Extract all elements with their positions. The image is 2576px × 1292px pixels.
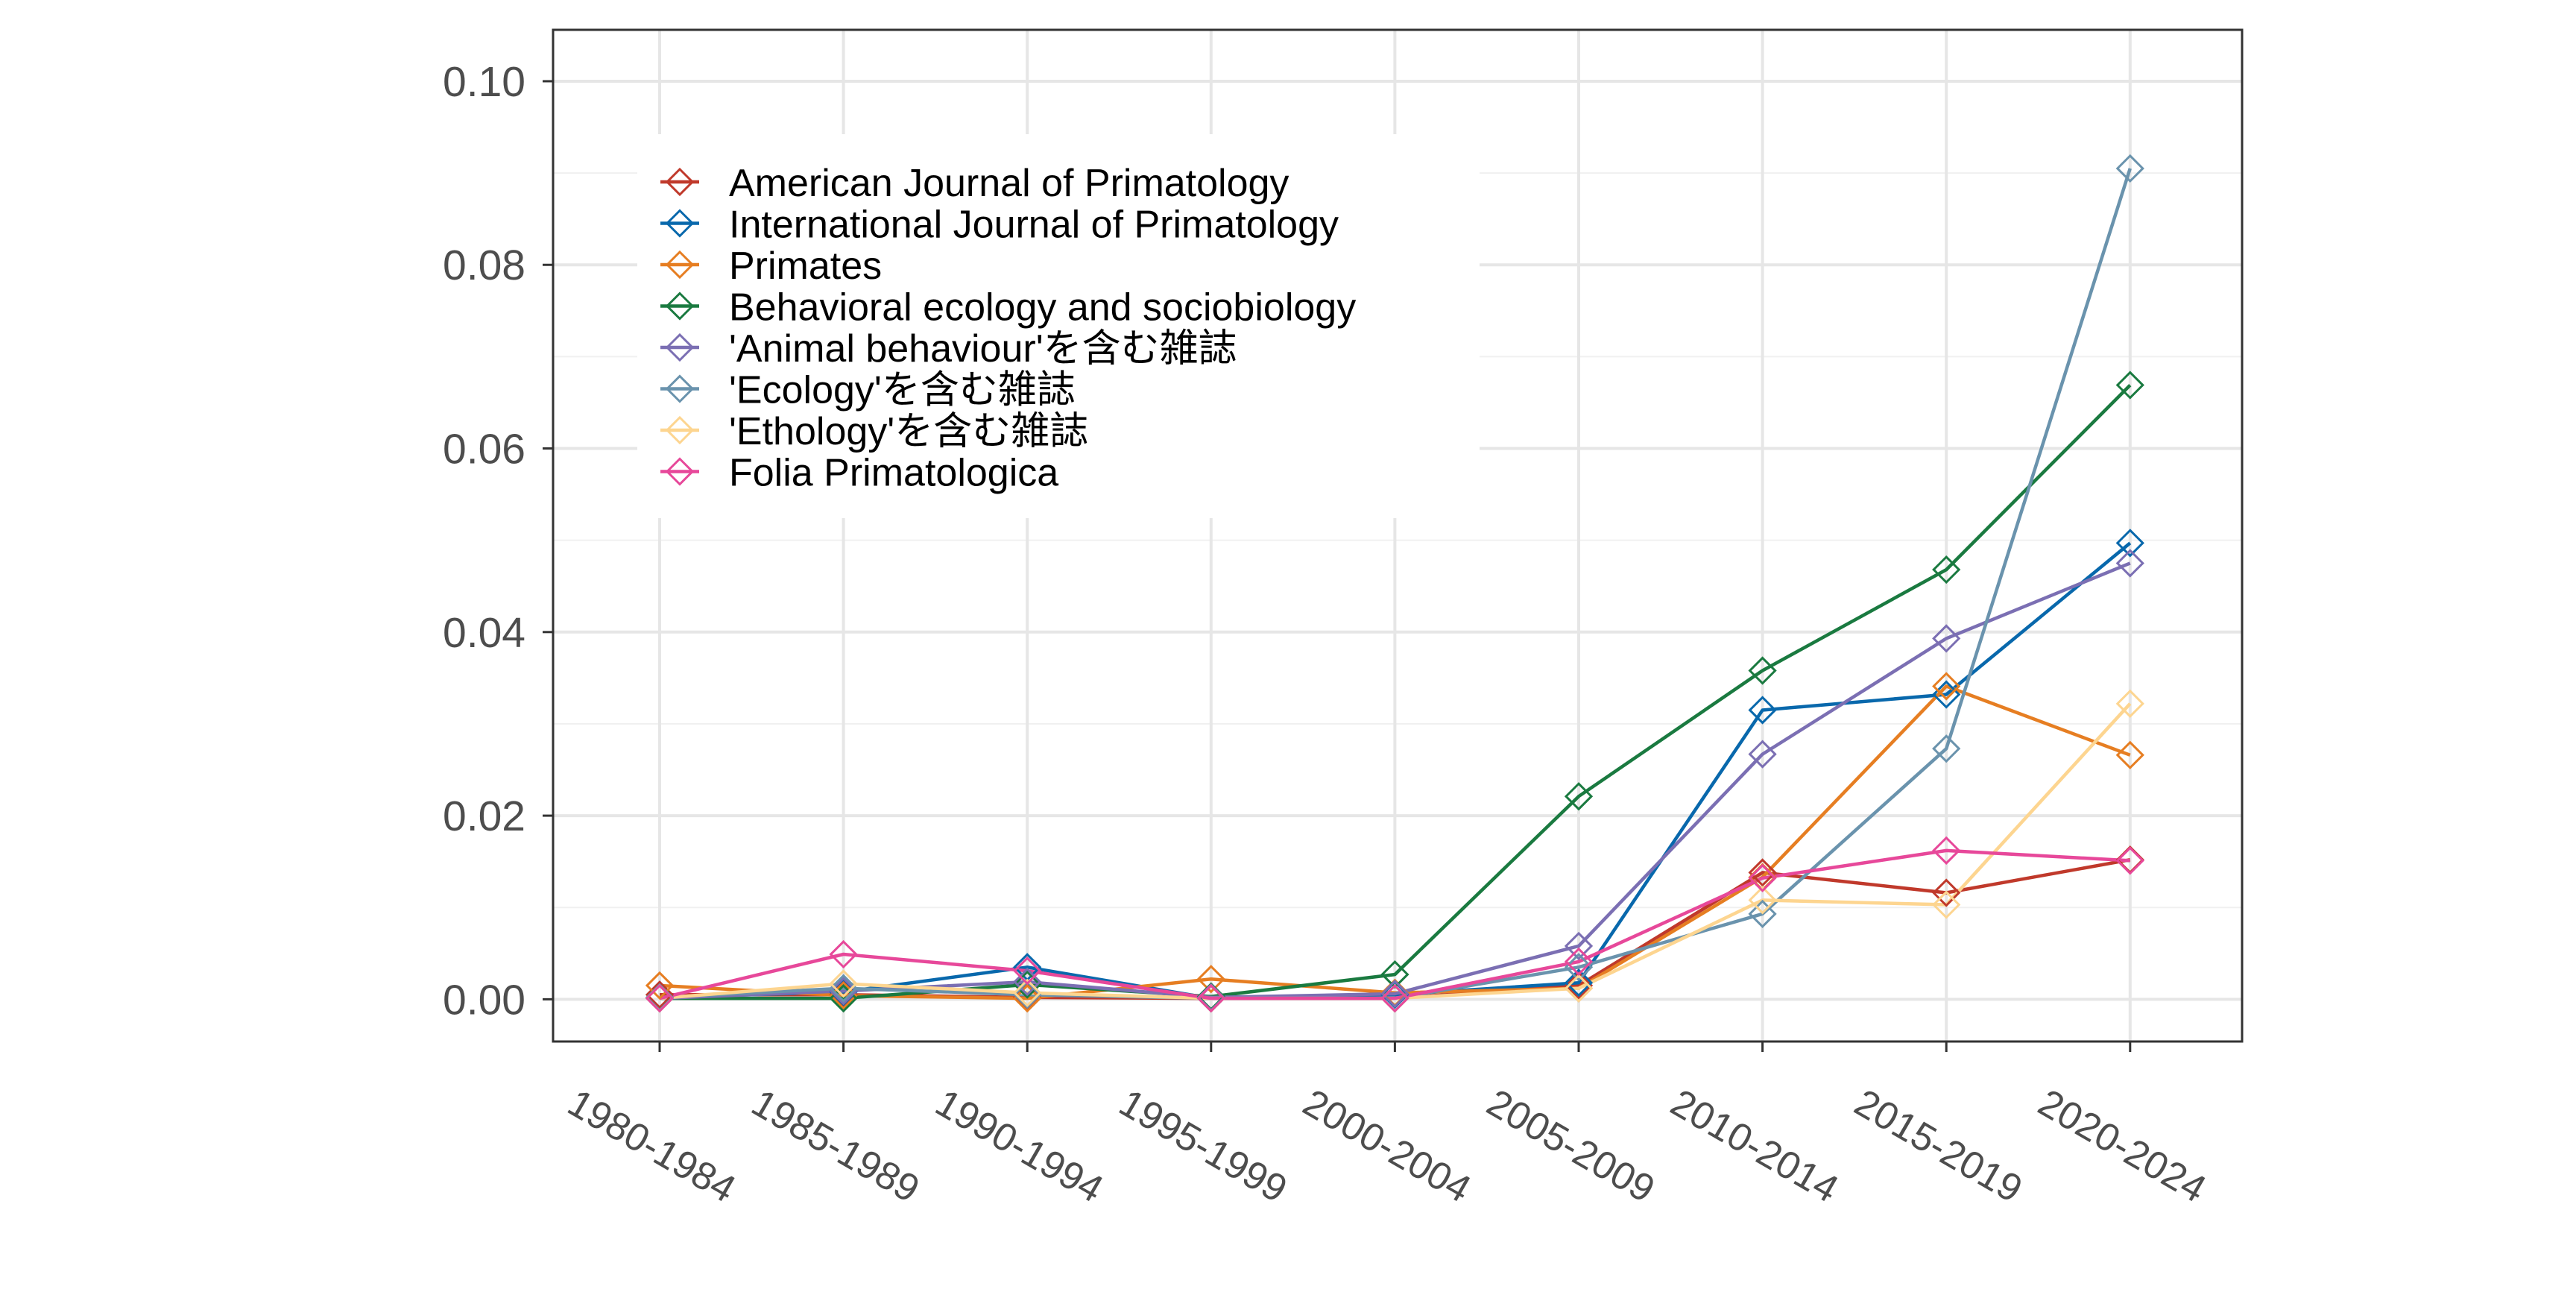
legend-item: American Journal of Primatology — [660, 162, 1289, 205]
data-point — [1932, 672, 1961, 701]
data-point — [1932, 890, 1961, 919]
data-point — [1013, 970, 1042, 999]
data-point — [1564, 971, 1594, 1000]
data-point — [1564, 968, 1594, 998]
data-point — [2115, 154, 2144, 183]
legend-label: 'Animal behaviour'を含む雑誌 — [729, 327, 1237, 371]
series-line — [660, 384, 2132, 1000]
legend-key-marker — [665, 415, 695, 445]
legend-label: American Journal of Primatology — [729, 162, 1289, 205]
series-line — [659, 848, 2130, 1000]
legend-item: Folia Primatologica — [660, 452, 1058, 495]
data-point — [1932, 555, 1961, 584]
y-tick-label: 0.08 — [443, 242, 525, 289]
legend-key-marker — [665, 250, 695, 280]
data-point — [2115, 740, 2144, 769]
legend-label: International Journal of Primatology — [729, 204, 1339, 247]
data-point — [1748, 858, 1777, 887]
data-point — [645, 983, 675, 1013]
data-point — [2115, 371, 2144, 400]
legend-label: Behavioral ecology and sociobiology — [729, 286, 1356, 330]
data-point — [1748, 740, 1777, 769]
legend-key-marker — [665, 167, 695, 197]
legend-item: 'Ethology'を含む雑誌 — [660, 410, 1088, 453]
data-point — [1564, 974, 1594, 1003]
data-point — [1564, 782, 1594, 811]
data-point — [2115, 549, 2144, 578]
data-point — [1932, 624, 1961, 653]
data-point — [2115, 529, 2144, 558]
legend-item: Primates — [660, 245, 882, 288]
data-point — [829, 939, 858, 969]
data-point — [829, 974, 858, 1003]
legend-label: Primates — [729, 245, 882, 288]
legend-key-marker — [665, 292, 695, 321]
legend-label: 'Ecology'を含む雑誌 — [729, 369, 1076, 412]
y-tick-label: 0.10 — [443, 58, 525, 106]
data-point — [2115, 846, 2144, 875]
legend-item: International Journal of Primatology — [660, 204, 1339, 247]
data-point — [1013, 983, 1042, 1013]
data-point — [1196, 983, 1225, 1013]
data-point — [1564, 947, 1594, 976]
y-axis: 0.00 0.02 0.04 0.06 0.08 0.10 — [443, 58, 553, 1024]
legend-label: Folia Primatologica — [729, 452, 1058, 495]
data-point — [645, 971, 675, 1000]
data-point — [1013, 980, 1042, 1009]
data-point — [1932, 734, 1961, 763]
data-point — [1748, 863, 1777, 892]
data-point — [1380, 979, 1409, 1009]
data-point — [1932, 836, 1961, 865]
legend-key-marker — [665, 457, 695, 486]
data-point — [1196, 965, 1225, 994]
y-tick-label: 0.02 — [443, 792, 525, 840]
y-tick-label: 0.06 — [443, 426, 525, 473]
data-point — [1932, 878, 1961, 907]
legend-background — [637, 134, 1480, 518]
y-tick-label: 0.00 — [443, 976, 525, 1024]
legend-key-marker — [665, 374, 695, 403]
data-point — [1564, 931, 1594, 961]
series-lines — [659, 168, 2132, 1000]
data-point — [2115, 689, 2144, 718]
data-point — [1748, 899, 1777, 928]
y-tick-label: 0.04 — [443, 609, 525, 657]
legend-key-marker — [665, 209, 695, 238]
legend-item: 'Animal behaviour'を含む雑誌 — [660, 327, 1237, 371]
legend: American Journal of PrimatologyInternati… — [660, 162, 1356, 495]
data-point — [1013, 967, 1042, 997]
legend-item: 'Ecology'を含む雑誌 — [660, 369, 1076, 412]
data-point — [1564, 953, 1594, 982]
data-point — [829, 969, 858, 998]
legend-key-marker — [665, 333, 695, 362]
plot-panel-border — [552, 28, 2244, 1043]
data-point — [1013, 957, 1042, 986]
data-point — [1380, 983, 1409, 1013]
legend-item: Behavioral ecology and sociobiology — [660, 286, 1356, 330]
legend-label: 'Ethology'を含む雑誌 — [729, 410, 1088, 453]
data-point — [1013, 978, 1042, 1007]
data-point — [1748, 656, 1777, 685]
data-point — [1748, 886, 1777, 915]
series-points — [645, 154, 2144, 1013]
data-point — [1748, 696, 1777, 725]
